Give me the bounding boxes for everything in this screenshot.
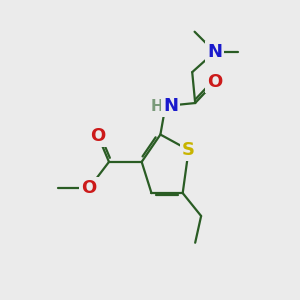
Text: O: O: [81, 179, 97, 197]
Text: N: N: [207, 43, 222, 61]
Text: N: N: [163, 97, 178, 115]
Text: O: O: [90, 127, 106, 145]
Text: S: S: [182, 141, 195, 159]
Text: O: O: [207, 73, 222, 91]
Text: H: H: [151, 98, 164, 113]
